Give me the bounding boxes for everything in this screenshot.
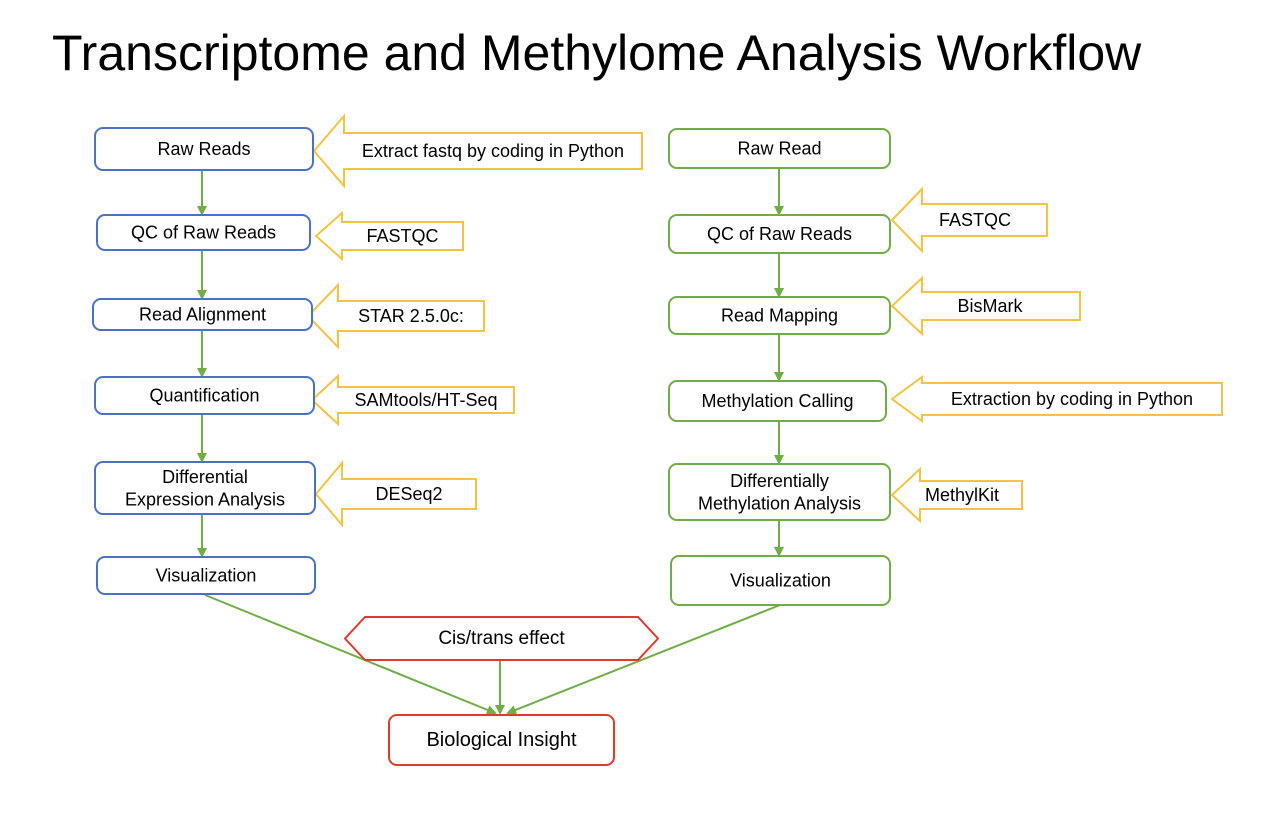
transcriptome-tool-3: STAR 2.5.0c: xyxy=(306,282,485,350)
transcriptome-step-1-label: Raw Reads xyxy=(157,139,250,159)
transcriptome-step-2-label: QC of Raw Reads xyxy=(131,223,276,243)
methylome-step-1-frame xyxy=(668,128,891,169)
transcriptome-tool-4-label: SAMtools/HT-Seq xyxy=(354,390,497,410)
transcriptome-to-insight-arrow xyxy=(204,594,497,715)
methylome-step-5: Differentially Methylation Analysis xyxy=(668,463,891,521)
biological-insight: Biological Insight xyxy=(388,714,615,766)
methylome-step-6-label: Visualization xyxy=(730,571,831,591)
transcriptome-tool-4: SAMtools/HT-Seq xyxy=(310,373,515,427)
transcriptome-step-4: Quantification xyxy=(94,376,315,415)
methylome-step-1: Raw Read xyxy=(668,128,891,169)
methylome-step-4-label: Methylation Calling xyxy=(701,391,853,411)
biological-insight-label: Biological Insight xyxy=(426,729,577,751)
page-title: Transcriptome and Methylome Analysis Wor… xyxy=(52,25,1142,81)
transcriptome-tool-5-shape xyxy=(314,460,477,528)
transcriptome-step-5: Differential Expression Analysis xyxy=(94,461,316,515)
transcriptome-step-5-label: Differential Expression Analysis xyxy=(125,467,285,510)
transcriptome-step-6: Visualization xyxy=(96,556,316,595)
biological-insight-frame xyxy=(388,714,615,766)
transcriptome-tool-5: DESeq2 xyxy=(314,460,477,528)
methylome-tool-1-shape xyxy=(890,186,1048,254)
transcriptome-step-2: QC of Raw Reads xyxy=(96,214,311,251)
transcriptome-step-6-label: Visualization xyxy=(156,566,257,586)
methylome-step-3-frame xyxy=(668,296,891,335)
methylome-step-3: Read Mapping xyxy=(668,296,891,335)
transcriptome-step-3-frame xyxy=(92,298,313,331)
transcriptome-tool-1: Extract fastq by coding in Python xyxy=(312,113,643,189)
transcriptome-tool-2-label: FASTQC xyxy=(366,226,438,246)
cis-trans-effect-label: Cis/trans effect xyxy=(438,628,565,649)
transcriptome-tool-3-label: STAR 2.5.0c: xyxy=(358,306,464,326)
methylome-step-3-label: Read Mapping xyxy=(721,306,838,326)
methylome-step-4: Methylation Calling xyxy=(668,380,887,422)
methylome-step-1-label: Raw Read xyxy=(737,139,821,159)
methylome-tool-1-label: FASTQC xyxy=(939,210,1011,230)
cis-trans-effect-shape xyxy=(343,616,660,661)
methylome-step-5-label: Differentially Methylation Analysis xyxy=(698,471,861,514)
tool-callouts: Extract fastq by coding in Python FASTQC S… xyxy=(306,113,1223,528)
methylome-step-6: Visualization xyxy=(670,555,891,606)
transcriptome-tool-5-label: DESeq2 xyxy=(375,484,442,504)
methylome-to-insight-arrow xyxy=(506,604,781,715)
methylome-tool-1: FASTQC xyxy=(890,186,1048,254)
transcriptome-step-1: Raw Reads xyxy=(94,127,314,171)
step-boxes: Raw Reads QC of Raw Reads Read Alignment Qu… xyxy=(92,127,891,766)
transcriptome-tool-2: FASTQC xyxy=(314,210,464,262)
transcriptome-tool-1-shape xyxy=(312,113,643,189)
transcriptome-step-4-frame xyxy=(94,376,315,415)
transcriptome-step-6-frame xyxy=(96,556,316,595)
transcriptome-tool-3-shape xyxy=(306,282,485,350)
methylome-step-2-frame xyxy=(668,214,891,254)
methylome-tool-4-label: MethylKit xyxy=(925,485,999,505)
methylome-tool-2-label: BisMark xyxy=(957,296,1023,316)
transcriptome-step-3-label: Read Alignment xyxy=(139,305,266,325)
transcriptome-tool-2-shape xyxy=(314,210,464,262)
methylome-tool-4-shape xyxy=(890,466,1023,524)
transcriptome-tool-4-shape xyxy=(310,373,515,427)
methylome-tool-2-shape xyxy=(890,275,1081,337)
methylome-tool-3-label: Extraction by coding in Python xyxy=(951,389,1193,409)
transcriptome-tool-1-label: Extract fastq by coding in Python xyxy=(362,141,624,161)
transcriptome-step-1-frame xyxy=(94,127,314,171)
transcriptome-step-3: Read Alignment xyxy=(92,298,313,331)
methylome-tool-4: MethylKit xyxy=(890,466,1023,524)
methylome-step-6-frame xyxy=(670,555,891,606)
methylome-tool-2: BisMark xyxy=(890,275,1081,337)
cis-trans-effect: Cis/trans effect xyxy=(343,616,660,661)
methylome-step-2: QC of Raw Reads xyxy=(668,214,891,254)
methylome-step-2-label: QC of Raw Reads xyxy=(707,224,852,244)
transcriptome-step-5-frame xyxy=(94,461,316,515)
methylome-tool-3-shape xyxy=(890,375,1223,423)
methylome-step-5-frame xyxy=(668,463,891,521)
transcriptome-step-2-frame xyxy=(96,214,311,251)
methylome-step-4-frame xyxy=(668,380,887,422)
transcriptome-step-4-label: Quantification xyxy=(149,386,259,406)
methylome-tool-3: Extraction by coding in Python xyxy=(890,375,1223,423)
flow-arrows xyxy=(197,168,784,715)
